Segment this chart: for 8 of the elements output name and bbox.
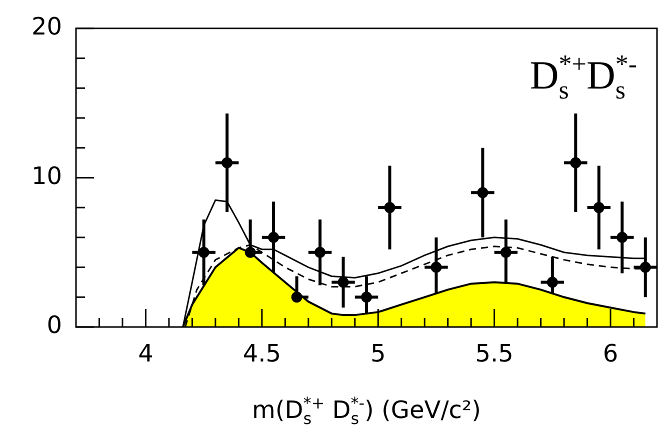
y-tick-label: 0 [46,311,62,340]
y-tick-label: 20 [31,12,62,41]
x-tick-label: 5 [370,340,386,368]
x-tick-label: 4 [138,340,154,368]
y-tick-label: 10 [31,162,62,190]
x-tick-label: 5.5 [475,340,514,368]
x-tick-label: 6 [602,340,618,368]
x-tick-label: 4.5 [242,340,282,368]
